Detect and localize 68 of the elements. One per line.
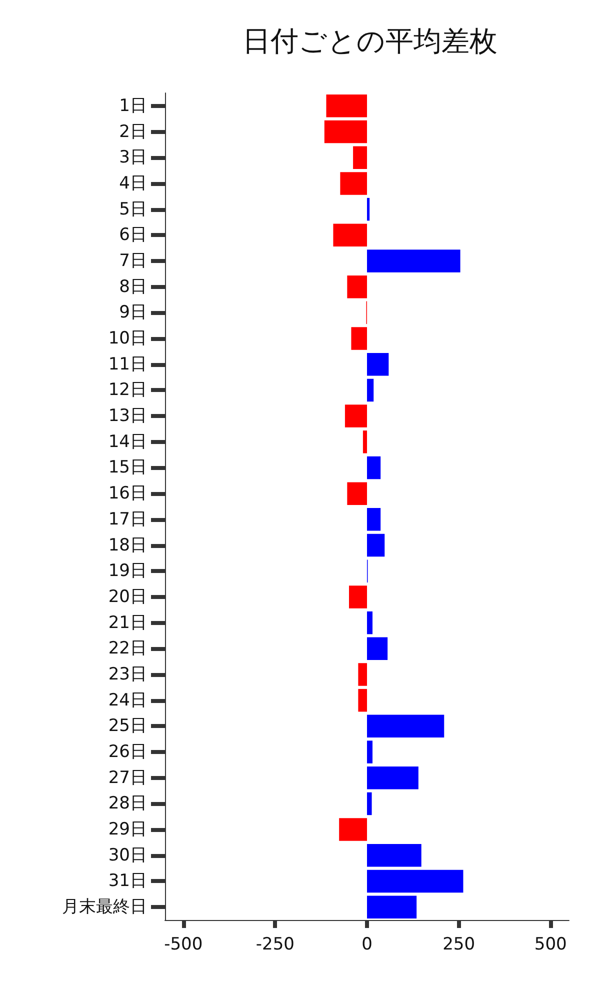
y-tick-label: 7日 — [119, 250, 147, 271]
bar — [358, 688, 367, 712]
y-tick-label: 12日 — [108, 380, 147, 400]
y-tick-label: 11日 — [108, 354, 147, 374]
bar — [358, 663, 367, 686]
y-tick-label: 23日 — [108, 664, 147, 684]
y-tick-label: 16日 — [108, 484, 147, 504]
y-tick-label: 14日 — [108, 432, 147, 452]
bar — [367, 378, 374, 402]
y-tick-label: 27日 — [108, 768, 147, 788]
y-tick-label: 4日 — [119, 173, 147, 194]
y-tick-label: 9日 — [119, 302, 147, 323]
bar — [351, 327, 367, 350]
y-tick-label: 25日 — [108, 716, 147, 736]
bar — [367, 740, 373, 764]
y-tick-label: 6日 — [119, 225, 147, 246]
y-tick-label: 月末最終日 — [62, 897, 147, 918]
x-tick-label: 0 — [362, 934, 372, 954]
y-tick-label: 20日 — [108, 586, 147, 607]
bar — [367, 508, 381, 531]
y-tick-label: 2日 — [119, 122, 147, 142]
bar — [326, 94, 367, 118]
bar — [367, 896, 417, 918]
bar — [353, 146, 367, 169]
bar — [324, 120, 367, 144]
y-tick-label: 3日 — [119, 148, 147, 168]
bar — [367, 534, 385, 557]
bar — [367, 250, 460, 272]
bar — [367, 870, 464, 893]
bar — [347, 275, 367, 298]
x-tick-label: -500 — [164, 934, 203, 954]
bar — [367, 792, 372, 816]
bar — [367, 611, 373, 634]
bar — [367, 637, 388, 660]
y-tick-label: 29日 — [108, 820, 147, 840]
bar — [367, 714, 444, 738]
y-tick-label: 10日 — [108, 328, 147, 349]
y-tick-label: 26日 — [108, 742, 147, 762]
y-tick-label: 17日 — [108, 509, 147, 530]
x-tick-label: 250 — [442, 934, 476, 954]
bar — [340, 172, 367, 195]
y-tick-label: 13日 — [108, 406, 147, 426]
bar — [367, 844, 422, 867]
bar — [362, 430, 367, 454]
y-tick-label: 8日 — [119, 276, 147, 297]
y-tick-label: 19日 — [108, 561, 147, 582]
bar — [367, 198, 370, 221]
y-tick-label: 28日 — [108, 794, 147, 814]
bar — [333, 224, 367, 247]
y-tick-label: 21日 — [108, 612, 147, 633]
bar — [347, 482, 367, 505]
x-tick-label: 500 — [534, 934, 567, 954]
bar — [344, 404, 367, 428]
y-tick-label: 24日 — [108, 690, 147, 710]
y-tick-label: 31日 — [108, 871, 147, 892]
bar — [349, 586, 367, 608]
y-tick-label: 18日 — [108, 535, 147, 556]
bar — [367, 352, 389, 376]
y-tick-label: 5日 — [119, 199, 147, 220]
bar — [367, 766, 418, 790]
y-tick-label: 15日 — [108, 458, 147, 478]
y-tick-label: 1日 — [119, 96, 147, 116]
bar — [367, 456, 381, 480]
y-tick-label: 30日 — [108, 845, 147, 866]
y-tick-label: 22日 — [108, 638, 147, 659]
bar — [339, 818, 367, 841]
x-tick-label: -250 — [256, 934, 294, 954]
chart-title: 日付ごとの平均差枚 — [242, 24, 498, 58]
